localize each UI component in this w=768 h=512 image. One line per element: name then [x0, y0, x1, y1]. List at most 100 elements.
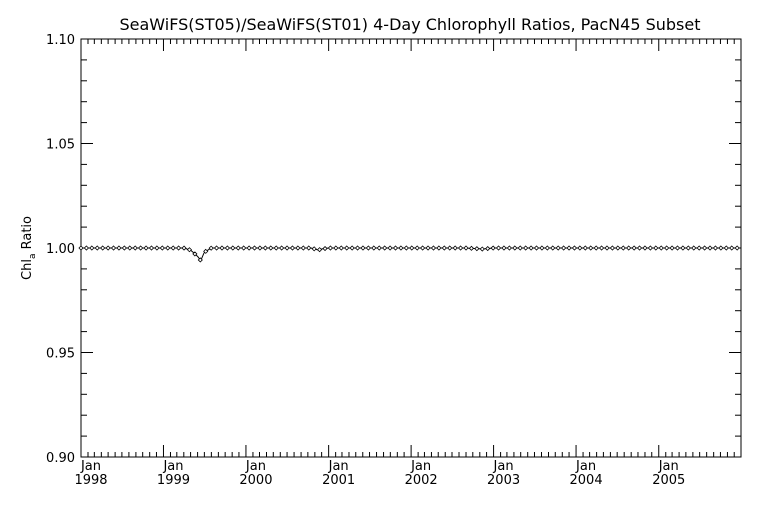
- data-point: [192, 251, 198, 257]
- data-point: [642, 245, 648, 251]
- data-point: [121, 245, 127, 251]
- data-point: [718, 245, 724, 251]
- data-point: [219, 245, 225, 251]
- data-point: [159, 245, 165, 251]
- y-tick-label: 1.00: [46, 242, 75, 257]
- x-tick-month: Jan: [658, 459, 679, 474]
- data-point: [360, 245, 366, 251]
- data-point: [550, 245, 556, 251]
- data-point: [458, 245, 464, 251]
- x-tick-year: 1998: [74, 473, 107, 488]
- data-point: [685, 245, 691, 251]
- data-point: [311, 246, 317, 252]
- y-tick-label: 1.05: [46, 138, 75, 153]
- x-tick-month: Jan: [328, 459, 349, 474]
- y-axis: 0.90 0.95 1.00 1.05 1.10: [46, 33, 741, 466]
- x-tick-year: 2002: [405, 473, 438, 488]
- data-point: [376, 245, 382, 251]
- data-point: [582, 245, 588, 251]
- data-point: [224, 245, 230, 251]
- x-tick-month: Jan: [162, 459, 183, 474]
- data-point: [463, 245, 469, 251]
- data-point: [257, 245, 263, 251]
- data-point: [539, 245, 545, 251]
- data-point: [555, 245, 561, 251]
- data-point: [420, 245, 426, 251]
- data-point: [664, 245, 670, 251]
- data-point: [116, 245, 122, 251]
- data-point: [317, 247, 323, 253]
- data-point: [626, 245, 632, 251]
- y-axis-label: Chla Ratio: [20, 216, 38, 280]
- data-point: [544, 245, 550, 251]
- x-tick-year: 2001: [322, 473, 355, 488]
- data-point: [241, 245, 247, 251]
- data-point: [495, 245, 502, 251]
- data-point: [593, 245, 599, 251]
- data-point: [528, 245, 534, 251]
- data-point: [300, 245, 306, 251]
- data-point: [620, 245, 626, 251]
- x-tick-year: 2005: [652, 473, 685, 488]
- data-point: [186, 247, 193, 253]
- data-point: [533, 245, 540, 251]
- data-point: [474, 246, 480, 252]
- data-point: [214, 245, 220, 251]
- data-point: [333, 245, 339, 251]
- data-point: [230, 245, 236, 251]
- data-point: [517, 245, 523, 251]
- y-tick-label: 0.95: [46, 347, 75, 362]
- data-point: [658, 245, 664, 251]
- x-tick-year: 2004: [570, 473, 603, 488]
- data-point: [414, 245, 420, 251]
- x-tick-year: 1999: [157, 473, 190, 488]
- data-point: [588, 245, 594, 251]
- x-tick-month: Jan: [245, 459, 266, 474]
- data-point: [599, 245, 605, 251]
- data-point: [506, 245, 512, 251]
- data-point: [501, 245, 507, 251]
- data-point: [154, 245, 160, 251]
- data-point: [273, 245, 279, 251]
- data-point: [203, 248, 209, 254]
- x-tick-month: Jan: [575, 459, 596, 474]
- data-point: [143, 245, 149, 251]
- data-point: [246, 245, 252, 251]
- data-point: [289, 245, 296, 251]
- data-point: [138, 245, 144, 251]
- data-point: [653, 245, 659, 251]
- data-point: [197, 257, 203, 263]
- data-point: [83, 245, 89, 251]
- y-tick-label: 0.90: [46, 451, 75, 466]
- data-point: [707, 245, 713, 251]
- data-point: [295, 245, 301, 251]
- x-tick-year: 2003: [487, 473, 520, 488]
- x-tick-month: Jan: [493, 459, 514, 474]
- data-point: [729, 245, 735, 251]
- data-point: [425, 245, 431, 251]
- data-point: [723, 245, 729, 251]
- data-point: [712, 245, 719, 251]
- data-point: [344, 245, 350, 251]
- data-point: [647, 245, 653, 251]
- data-point: [392, 245, 399, 251]
- data-point: [615, 245, 621, 251]
- y-tick-label: 1.10: [46, 33, 75, 48]
- data-point: [609, 245, 616, 251]
- data-point: [636, 245, 643, 251]
- data-point: [94, 245, 100, 251]
- data-point: [306, 245, 312, 251]
- data-point: [430, 245, 437, 251]
- x-tick-year: 2000: [239, 473, 272, 488]
- data-point: [566, 245, 572, 251]
- data-point: [371, 245, 377, 251]
- data-point: [398, 245, 404, 251]
- data-point: [490, 245, 496, 251]
- data-point: [468, 245, 475, 251]
- data-point: [680, 245, 686, 251]
- data-point: [105, 245, 111, 251]
- data-point: [577, 245, 583, 251]
- data-point: [327, 245, 334, 251]
- data-point: [409, 245, 415, 251]
